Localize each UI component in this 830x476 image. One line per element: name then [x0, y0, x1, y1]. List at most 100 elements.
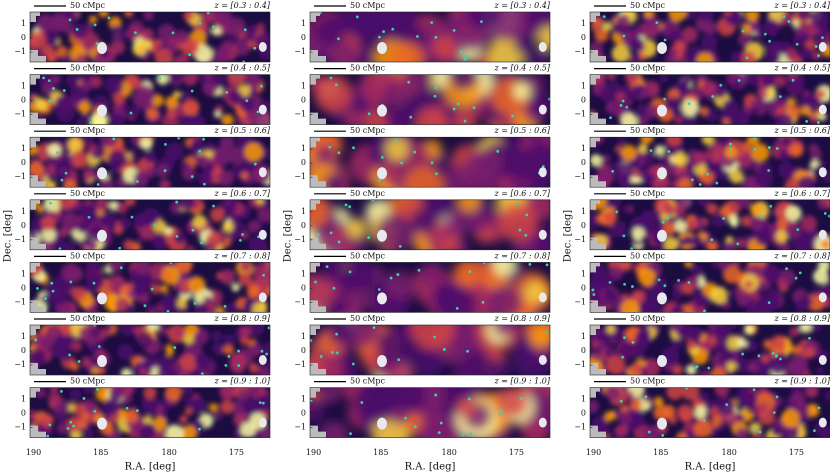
- redshift-label: z = [0.9 : 1.0]: [214, 377, 271, 386]
- cluster-dot: [258, 401, 262, 405]
- density-blob: [728, 325, 738, 330]
- density-blob: [706, 203, 718, 215]
- cluster-dot: [325, 265, 329, 268]
- density-blob: [228, 211, 240, 223]
- density-blob: [80, 80, 92, 92]
- density-blob: [244, 142, 264, 162]
- cluster-dot: [480, 20, 483, 24]
- density-blob: [659, 74, 669, 83]
- cluster-dot: [745, 56, 749, 60]
- density-blob: [206, 231, 223, 248]
- cluster-dot: [378, 35, 381, 39]
- map-frame: [29, 136, 271, 188]
- cluster-dot: [75, 28, 79, 31]
- density-blob: [736, 337, 748, 349]
- cluster-dot: [760, 214, 763, 218]
- density-map: [590, 387, 830, 438]
- y-tick-label: 0: [21, 158, 26, 167]
- density-blob: [685, 364, 697, 375]
- cluster-dot: [158, 77, 161, 81]
- cluster-dot: [130, 215, 134, 219]
- density-blob: [62, 179, 78, 188]
- density-map: [310, 12, 550, 62]
- cluster-dot: [372, 326, 376, 329]
- density-blob: [238, 272, 252, 287]
- density-blob: [214, 411, 222, 420]
- cluster-dot: [34, 338, 38, 342]
- density-blob: [123, 239, 135, 250]
- y-tick-label: 0: [301, 221, 306, 230]
- cluster-dot: [175, 234, 179, 238]
- density-blob: [41, 44, 54, 58]
- density-blob: [617, 103, 628, 115]
- density-blob: [160, 293, 178, 311]
- density-blob: [181, 90, 192, 101]
- density-blob: [781, 408, 800, 428]
- density-blob: [706, 143, 726, 163]
- mask-corner: [30, 199, 46, 250]
- density-blob: [421, 262, 443, 284]
- cluster-dot: [795, 42, 799, 46]
- y-tick-label: 1: [581, 332, 586, 341]
- density-blob: [184, 325, 199, 336]
- density-blob: [30, 31, 47, 50]
- y-tick-label: 0: [581, 33, 586, 42]
- density-blob: [800, 106, 811, 116]
- density-blob: [178, 199, 195, 211]
- cluster-dot: [661, 220, 665, 224]
- density-blob: [135, 262, 152, 276]
- cluster-dot: [619, 399, 623, 403]
- mask-hole: [377, 292, 387, 305]
- cluster-dot: [224, 364, 228, 367]
- density-blob: [237, 137, 252, 147]
- mask-hole: [377, 229, 387, 242]
- density-blob: [791, 345, 801, 355]
- density-blob: [54, 94, 74, 114]
- redshift-label: z = [0.3 : 0.4]: [494, 1, 551, 10]
- scale-label: 50 cMpc: [70, 251, 106, 260]
- density-blob: [164, 142, 184, 161]
- density-map: [590, 262, 830, 313]
- y-tick-label: −1: [14, 110, 26, 119]
- x-tick-label: 190: [26, 448, 41, 457]
- density-blob: [693, 419, 713, 438]
- density-blob: [794, 241, 809, 250]
- density-blob: [179, 415, 188, 424]
- scale-label: 50 cMpc: [630, 189, 666, 198]
- cluster-dot: [190, 175, 194, 179]
- density-map: [30, 12, 270, 62]
- mask-hole: [538, 42, 547, 52]
- cluster-dot: [153, 223, 157, 227]
- density-blob: [824, 390, 830, 401]
- density-blob: [701, 33, 718, 50]
- x-tick-label: 175: [789, 448, 804, 457]
- density-blob: [712, 213, 726, 227]
- y-tick-label: 0: [581, 409, 586, 418]
- density-blob: [255, 115, 270, 125]
- cluster-dot: [758, 430, 762, 434]
- density-blobs: [310, 74, 550, 125]
- density-blob: [799, 33, 810, 44]
- cluster-dot: [821, 36, 824, 40]
- density-blob: [748, 74, 760, 86]
- density-blob: [686, 340, 696, 350]
- density-blob: [85, 272, 105, 291]
- mask-hole: [657, 229, 667, 242]
- scale-label: 50 cMpc: [350, 64, 386, 73]
- cluster-dot: [348, 270, 352, 274]
- cluster-dot: [767, 146, 771, 149]
- density-blob: [127, 29, 136, 38]
- y-tick-label: 0: [581, 158, 586, 167]
- cluster-dot: [212, 204, 215, 208]
- scale-label: 50 cMpc: [70, 377, 106, 386]
- density-blob: [36, 205, 45, 214]
- density-blob: [247, 325, 265, 336]
- cluster-dot: [163, 169, 167, 173]
- density-blob: [672, 289, 683, 300]
- redshift-label: z = [0.6 : 0.7]: [214, 189, 271, 198]
- cluster-dot: [329, 76, 333, 80]
- density-blob: [774, 75, 787, 88]
- density-blob: [104, 75, 124, 95]
- density-map: [310, 262, 550, 313]
- density-blob: [77, 419, 88, 430]
